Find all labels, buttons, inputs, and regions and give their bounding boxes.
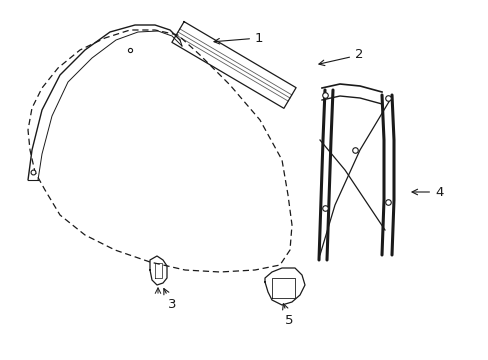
- Text: 2: 2: [318, 49, 363, 66]
- Text: 4: 4: [411, 185, 443, 198]
- Text: 5: 5: [282, 304, 293, 327]
- Text: 1: 1: [214, 31, 263, 45]
- Text: 3: 3: [163, 289, 176, 311]
